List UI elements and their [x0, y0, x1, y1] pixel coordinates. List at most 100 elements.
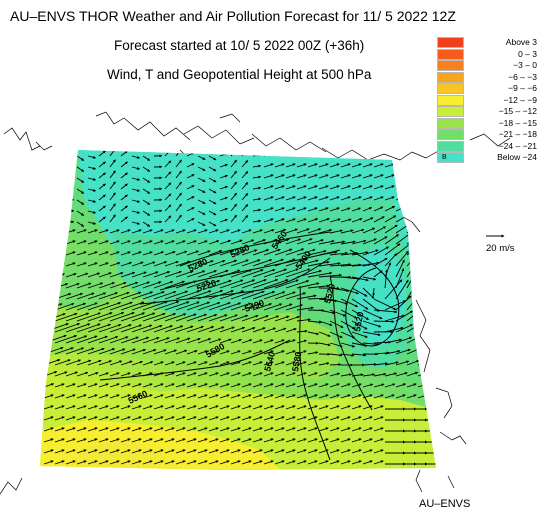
wind-vector: [197, 438, 208, 443]
wind-vector: [428, 360, 436, 366]
wind-vector: [120, 394, 131, 399]
wind-vector: [164, 204, 172, 212]
wind-vector: [142, 438, 153, 443]
wind-vector: [109, 281, 127, 289]
legend-entry: −3 – 0: [437, 60, 537, 72]
wind-vector: [395, 383, 407, 388]
wind-vector: [395, 360, 410, 366]
wind-vector: [362, 342, 380, 346]
wind-vector: [274, 279, 299, 289]
wind-vector: [109, 438, 120, 443]
wind-vector: [252, 449, 263, 454]
wind-vector: [76, 282, 92, 289]
wind-vector: [285, 292, 307, 300]
wind-vector: [76, 371, 89, 377]
wind-vector: [98, 438, 109, 443]
wind-vector: [252, 219, 262, 223]
wind-vector: [351, 298, 369, 310]
wind-vector: [54, 262, 65, 267]
wind-vector: [274, 218, 285, 223]
wind-vector: [120, 281, 139, 289]
wind-vector: [197, 405, 208, 410]
wind-vector: [252, 427, 263, 432]
wind-vector: [54, 347, 74, 355]
wind-vector: [219, 302, 242, 311]
legend-swatch: [437, 48, 464, 60]
wind-vector: [230, 338, 242, 344]
coastline-outline: [0, 111, 511, 495]
legend-label: −21 – −18: [498, 129, 537, 139]
wind-vector: [274, 291, 296, 300]
wind-vector: [76, 335, 98, 344]
wind-vector: [252, 186, 262, 190]
legend-label: −3 – 0: [513, 60, 537, 70]
wind-vector: [340, 353, 355, 357]
wind-vector: [142, 312, 166, 322]
wind-vector: [43, 449, 54, 454]
wind-vector: [285, 228, 298, 234]
wind-vector: [373, 246, 390, 256]
wind-vector: [164, 394, 175, 399]
wind-vector: [153, 313, 177, 322]
wind-vector: [296, 306, 314, 311]
wind-vector: [208, 405, 219, 410]
wind-vector: [274, 449, 285, 454]
wind-vector: [428, 205, 436, 212]
wind-vector: [109, 240, 120, 245]
wind-vector: [406, 359, 420, 366]
wind-vector: [54, 371, 68, 377]
wind-vector: [142, 349, 157, 355]
wind-vector: [164, 260, 179, 267]
wind-vector: [241, 302, 262, 311]
wind-vector: [285, 315, 300, 322]
wind-vector: [54, 215, 62, 223]
wind-vector: [164, 215, 172, 223]
wind-vector: [131, 221, 141, 225]
wind-vector: [285, 449, 296, 454]
wind-vector: [252, 315, 269, 322]
wind-vector: [263, 152, 274, 157]
wind-vector: [219, 290, 245, 300]
wind-vector: [76, 262, 87, 267]
wind-vector: [307, 185, 318, 190]
wind-vector: [120, 194, 128, 201]
wind-vector: [274, 405, 285, 410]
wind-vector: [373, 320, 395, 324]
wind-vector: [208, 449, 219, 454]
wind-vector: [351, 218, 363, 223]
legend-swatch: B: [437, 152, 464, 163]
wind-vector: [263, 207, 274, 212]
wind-vector: [186, 301, 211, 311]
wind-vector: [340, 331, 356, 339]
wind-vector: [175, 349, 188, 355]
wind-vector: [131, 312, 156, 322]
wind-vector: [274, 394, 285, 399]
wind-vector: [340, 416, 351, 421]
wind-vector: [65, 262, 76, 267]
wind-vector: [219, 427, 230, 432]
wind-vector: [87, 372, 99, 377]
wind-vector: [87, 177, 97, 181]
wind-vector: [186, 449, 197, 454]
wind-vector: [43, 251, 54, 256]
wind-vector: [208, 326, 225, 333]
wind-vector: [120, 405, 131, 410]
wind-vector: [362, 207, 373, 212]
wind-vector: [340, 287, 359, 295]
wind-vector: [153, 383, 164, 388]
wind-vector: [142, 416, 153, 421]
wind-vector: [428, 273, 436, 289]
wind-vector: [87, 210, 97, 214]
wind-vector: [120, 183, 128, 190]
wind-vector: [120, 291, 142, 300]
wind-vector: [241, 427, 252, 432]
wind-vector: [285, 152, 296, 157]
wind-vector: [142, 251, 153, 256]
wind-vector: [230, 181, 237, 190]
wind-vector: [87, 449, 98, 454]
wind-vector: [219, 394, 230, 399]
wind-vector: [318, 163, 329, 168]
wind-vector: [131, 336, 150, 344]
wind-vector: [76, 394, 87, 399]
wind-vector: [208, 361, 219, 366]
